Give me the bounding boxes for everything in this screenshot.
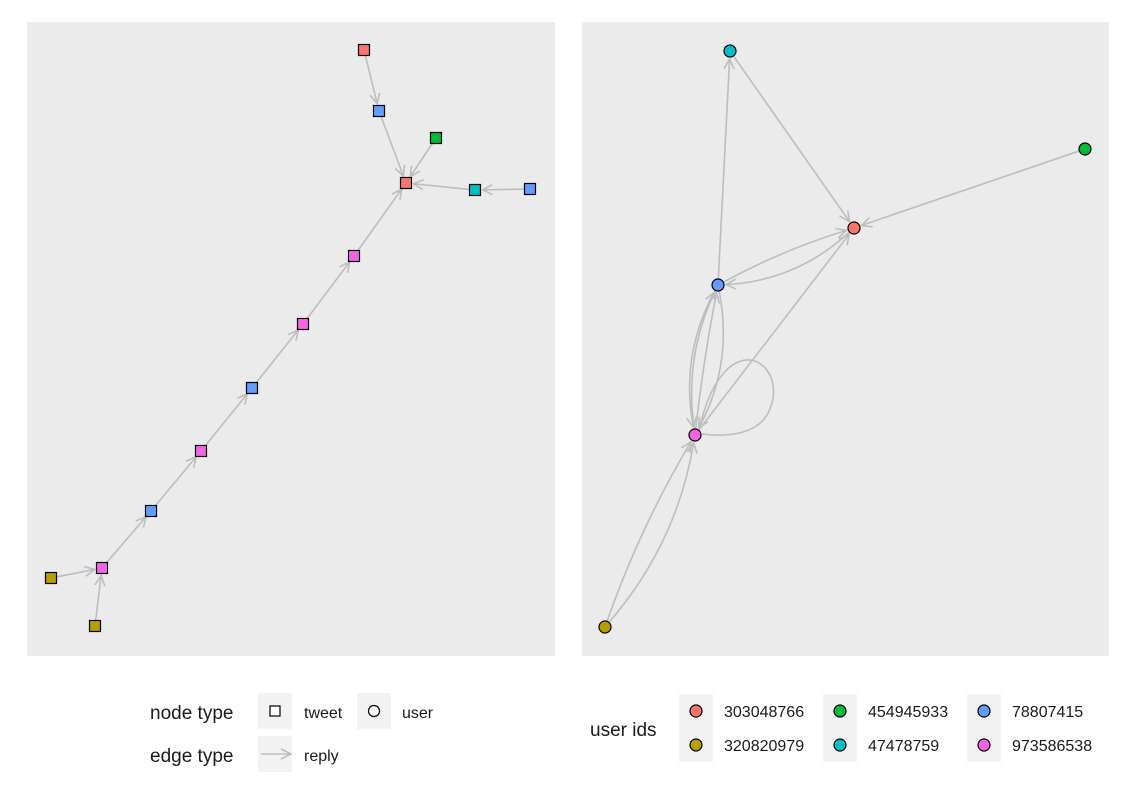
user-id-label: 47478759 — [868, 738, 939, 755]
user-color-swatch — [977, 704, 991, 718]
node-type-title: node type — [150, 703, 233, 724]
user-graph-nodes — [598, 44, 1092, 634]
tweet-node — [245, 381, 259, 395]
user-id-legend-item: 454945933 — [823, 694, 948, 728]
reply-edge — [104, 517, 147, 565]
tweet-node — [523, 182, 537, 196]
tweet-node — [347, 249, 361, 263]
user-id-label: 454945933 — [868, 704, 948, 721]
user-id-legend-item: 973586538 — [967, 728, 1092, 762]
tweet-node — [95, 561, 109, 575]
user-node — [847, 221, 861, 235]
user-color-swatch — [977, 738, 991, 752]
reply-edge — [732, 55, 849, 222]
reply-edge — [717, 59, 729, 280]
user-node — [711, 278, 725, 292]
reply-edge — [364, 55, 377, 103]
tweet-node — [357, 43, 371, 57]
user-node — [598, 620, 612, 634]
tweet-node — [296, 317, 310, 331]
reply-edge — [690, 292, 715, 430]
user-id-label: 303048766 — [724, 704, 804, 721]
tweet-node — [372, 104, 386, 118]
legend-label-tweet: tweet — [304, 705, 343, 722]
user-color-swatch — [833, 738, 847, 752]
user-id-legend-item: 303048766 — [679, 694, 804, 728]
reply-edge — [608, 443, 694, 623]
reply-edge — [203, 394, 247, 448]
user-node — [688, 428, 702, 442]
user-id-legend-item: 47478759 — [823, 728, 939, 762]
self-reply-edge — [698, 359, 775, 436]
edge-type-title: edge type — [150, 746, 233, 767]
tweet-node — [429, 131, 443, 145]
tweet-graph-edges — [56, 55, 525, 621]
tweet-node — [144, 504, 158, 518]
reply-edge — [862, 150, 1080, 225]
user-id-legend-item: 78807415 — [967, 694, 1083, 728]
reply-edge — [356, 189, 401, 252]
reply-edge — [413, 184, 470, 190]
user-id-label: 973586538 — [1012, 738, 1092, 755]
reply-edge — [606, 442, 691, 622]
reply-edge — [305, 262, 349, 321]
tweet-node — [468, 183, 482, 197]
user-node — [1078, 142, 1092, 156]
legend-label-reply: reply — [304, 748, 339, 765]
tweet-node — [399, 176, 413, 190]
circle-icon — [367, 704, 381, 718]
reply-edge — [698, 234, 849, 431]
user-graph-edges — [606, 55, 1080, 623]
user-graph-panel — [582, 22, 1109, 656]
user-id-legend-item: 320820979 — [679, 728, 804, 762]
reply-edge — [56, 569, 94, 578]
user-color-swatch — [689, 704, 703, 718]
tweet-node — [44, 571, 58, 585]
tweet-node — [194, 444, 208, 458]
reply-edge — [690, 289, 716, 427]
user-color-swatch — [833, 704, 847, 718]
reply-edge — [153, 457, 197, 508]
reply-edge — [699, 290, 725, 428]
tweet-graph-nodes — [44, 43, 537, 633]
reply-edge — [722, 230, 846, 283]
reply-edge — [410, 142, 434, 177]
user-node — [723, 44, 737, 58]
reply-edge — [254, 330, 298, 385]
tweet-node — [88, 619, 102, 633]
legend-label-user: user — [402, 705, 434, 722]
reply-edge — [96, 575, 101, 621]
user-color-swatch — [689, 738, 703, 752]
user-id-label: 78807415 — [1012, 704, 1083, 721]
user-ids-title: user ids — [590, 720, 657, 741]
reply-edge — [726, 231, 851, 285]
user-ids-legend: user ids 303048766 320820979 454945933 4747… — [590, 694, 1092, 762]
node-edge-type-legend: node type tweet user edge type reply — [150, 693, 434, 772]
square-icon — [269, 705, 281, 717]
reply-edge — [482, 189, 525, 190]
reply-edge — [694, 293, 717, 430]
reply-edge — [380, 115, 403, 176]
user-id-label: 320820979 — [724, 738, 804, 755]
